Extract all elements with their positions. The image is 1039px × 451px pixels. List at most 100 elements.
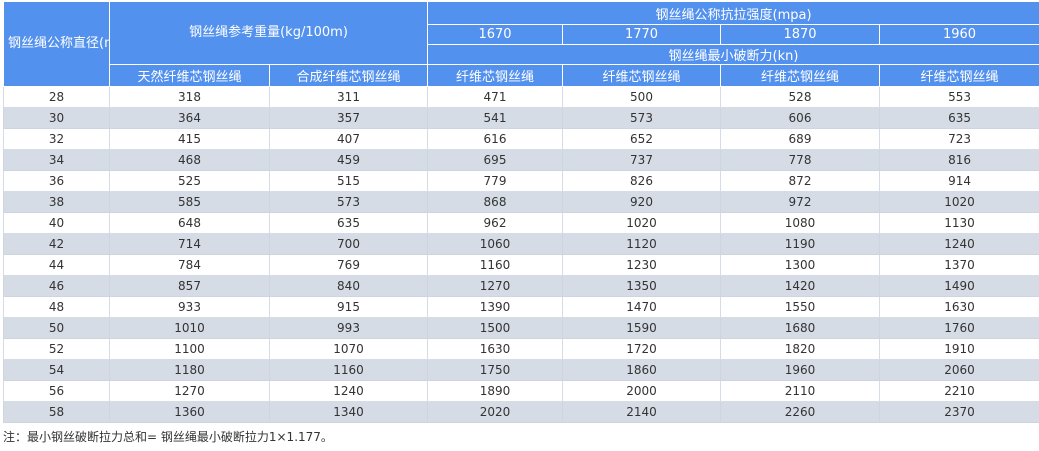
table-row: 40 648 635 962 1020 1080 1130 <box>3 212 1039 234</box>
diameter-cell: 28 <box>3 86 110 108</box>
diameter-cell: 54 <box>3 359 110 381</box>
table-row: 54 1180 1160 1750 1860 1960 2060 <box>3 359 1039 381</box>
diameter-cell: 34 <box>3 149 110 171</box>
synthetic-weight-cell: 407 <box>269 128 428 150</box>
synthetic-weight-cell: 357 <box>269 107 428 129</box>
force-1960-cell: 816 <box>878 149 1039 171</box>
force-1870-cell: 972 <box>720 191 880 213</box>
force-1870-cell: 2260 <box>720 401 880 423</box>
force-1960-cell: 1630 <box>878 296 1039 318</box>
force-1870-cell: 1960 <box>720 359 880 381</box>
synthetic-weight-cell: 573 <box>269 191 428 213</box>
wire-rope-spec-table: 钢丝绳公称直径(mm)钢丝绳参考重量(kg/100m)钢丝绳公称抗拉强度(mpa… <box>3 1 1039 423</box>
table-row: 34 468 459 695 737 778 816 <box>3 149 1039 171</box>
force-1670-cell: 2020 <box>427 401 563 423</box>
force-1670-cell: 868 <box>427 191 563 213</box>
table-row: 42 714 700 1060 1120 1190 1240 <box>3 233 1039 255</box>
table-row: 32 415 407 616 652 689 723 <box>3 128 1039 150</box>
diameter-cell: 46 <box>3 275 110 297</box>
natural-weight-cell: 784 <box>109 254 270 276</box>
synthetic-weight-cell: 769 <box>269 254 428 276</box>
force-1870-cell: 1680 <box>720 317 880 339</box>
force-1870-cell: 1190 <box>720 233 880 255</box>
force-1770-cell: 1860 <box>562 359 721 381</box>
force-1960-cell: 1760 <box>878 317 1039 339</box>
natural-weight-cell: 364 <box>109 107 270 129</box>
synthetic-weight-cell: 1240 <box>269 380 428 402</box>
force-1770-cell: 1120 <box>562 233 721 255</box>
table-row: 44 784 769 1160 1230 1300 1370 <box>3 254 1039 276</box>
synthetic-weight-cell: 915 <box>269 296 428 318</box>
force-1670-cell: 779 <box>427 170 563 192</box>
natural-weight-cell: 714 <box>109 233 270 255</box>
strength-1960-header: 1960 <box>878 24 1039 45</box>
synthetic-weight-cell: 459 <box>269 149 428 171</box>
weight-header: 钢丝绳参考重量(kg/100m) <box>109 1 428 65</box>
force-1960-cell: 1240 <box>878 233 1039 255</box>
force-1670-cell: 541 <box>427 107 563 129</box>
force-1960-cell: 1910 <box>878 338 1039 360</box>
synthetic-weight-cell: 635 <box>269 212 428 234</box>
force-1670-cell: 962 <box>427 212 563 234</box>
force-1770-cell: 2140 <box>562 401 721 423</box>
strength-header: 钢丝绳公称抗拉强度(mpa) <box>426 1 1039 25</box>
natural-weight-cell: 1360 <box>109 401 270 423</box>
diameter-cell: 56 <box>3 380 110 402</box>
table-row: 46 857 840 1270 1350 1420 1490 <box>3 275 1039 297</box>
force-1770-cell: 573 <box>562 107 721 129</box>
natural-weight-cell: 1180 <box>109 359 270 381</box>
force-1870-cell: 528 <box>720 86 880 108</box>
force-1770-cell: 1590 <box>562 317 721 339</box>
table-header: 钢丝绳公称直径(mm)钢丝绳参考重量(kg/100m)钢丝绳公称抗拉强度(mpa… <box>3 1 1039 87</box>
breaking-force-header: 钢丝绳最小破断力(kn) <box>426 44 1039 65</box>
force-1770-cell: 1230 <box>562 254 721 276</box>
natural-weight-cell: 857 <box>109 275 270 297</box>
table-row: 48 933 915 1390 1470 1550 1630 <box>3 296 1039 318</box>
diameter-cell: 36 <box>3 170 110 192</box>
force-1870-cell: 606 <box>720 107 880 129</box>
force-1960-cell: 1490 <box>878 275 1039 297</box>
force-1670-cell: 1060 <box>427 233 563 255</box>
diameter-cell: 40 <box>3 212 110 234</box>
force-1770-cell: 1350 <box>562 275 721 297</box>
fiber-core-header: 纤维芯钢丝绳 <box>878 64 1039 87</box>
force-1870-cell: 1820 <box>720 338 880 360</box>
synthetic-weight-cell: 840 <box>269 275 428 297</box>
strength-1870-header: 1870 <box>720 24 880 45</box>
diameter-cell: 42 <box>3 233 110 255</box>
synthetic-weight-cell: 515 <box>269 170 428 192</box>
synthetic-weight-cell: 1160 <box>269 359 428 381</box>
force-1870-cell: 1420 <box>720 275 880 297</box>
force-1870-cell: 1550 <box>720 296 880 318</box>
force-1770-cell: 737 <box>562 149 721 171</box>
force-1960-cell: 2370 <box>878 401 1039 423</box>
table-row: 28 318 311 471 500 528 553 <box>3 86 1039 108</box>
diameter-cell: 48 <box>3 296 110 318</box>
diameter-header: 钢丝绳公称直径(mm) <box>3 1 110 87</box>
natural-weight-cell: 1100 <box>109 338 270 360</box>
force-1960-cell: 635 <box>878 107 1039 129</box>
table-row: 36 525 515 779 826 872 914 <box>3 170 1039 192</box>
force-1870-cell: 872 <box>720 170 880 192</box>
force-1960-cell: 2210 <box>878 380 1039 402</box>
force-1670-cell: 1890 <box>427 380 563 402</box>
force-1670-cell: 1750 <box>427 359 563 381</box>
force-1870-cell: 689 <box>720 128 880 150</box>
strength-1670-header: 1670 <box>427 24 563 45</box>
force-1670-cell: 471 <box>427 86 563 108</box>
natural-weight-cell: 525 <box>109 170 270 192</box>
strength-1770-header: 1770 <box>562 24 721 45</box>
natural-weight-cell: 585 <box>109 191 270 213</box>
force-1670-cell: 1630 <box>427 338 563 360</box>
table-row: 58 1360 1340 2020 2140 2260 2370 <box>3 401 1039 423</box>
synthetic-weight-cell: 993 <box>269 317 428 339</box>
force-1670-cell: 616 <box>427 128 563 150</box>
natural-core-header: 天然纤维芯钢丝绳 <box>109 64 270 87</box>
force-1770-cell: 1020 <box>562 212 721 234</box>
table-row: 50 1010 993 1500 1590 1680 1760 <box>3 317 1039 339</box>
natural-weight-cell: 1270 <box>109 380 270 402</box>
force-1770-cell: 826 <box>562 170 721 192</box>
table-row: 38 585 573 868 920 972 1020 <box>3 191 1039 213</box>
diameter-cell: 50 <box>3 317 110 339</box>
